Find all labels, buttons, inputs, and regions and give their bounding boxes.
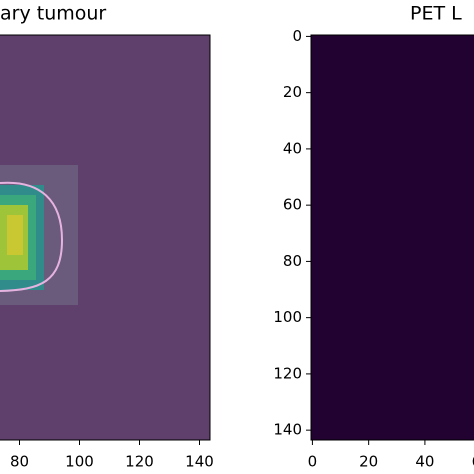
blob	[7, 215, 23, 255]
y-tick-label: 100	[273, 308, 302, 326]
x-tick-label: 100	[65, 453, 94, 471]
x-tick-label: 80	[10, 453, 29, 471]
x-tick-label: 140	[185, 453, 214, 471]
image	[311, 35, 474, 440]
y-tick-label: 120	[273, 364, 302, 382]
y-tick-label: 20	[283, 83, 302, 101]
y-tick-label: 40	[283, 139, 302, 157]
contour	[0, 181, 64, 292]
right-panel: PET L 0 20 40 60 0 20 40 60 80 100 120 140	[273, 3, 474, 471]
x-tick-label: 0	[308, 453, 318, 471]
x-tick-label: 60	[472, 453, 474, 471]
axes-frame	[0, 34, 211, 441]
y-tick-label: 140	[273, 421, 302, 439]
y-tick-label: 60	[283, 196, 302, 214]
tumour-overlay	[0, 165, 78, 305]
y-tick-label: 0	[292, 27, 302, 45]
panel-title: PET L	[410, 3, 462, 25]
x-tick-label: 20	[359, 453, 378, 471]
y-tick-label: 80	[283, 252, 302, 270]
panel-title: ary tumour	[0, 3, 106, 25]
x-tick-label: 120	[125, 453, 154, 471]
axes-frame	[310, 34, 474, 441]
x-tick-label: 40	[415, 453, 434, 471]
